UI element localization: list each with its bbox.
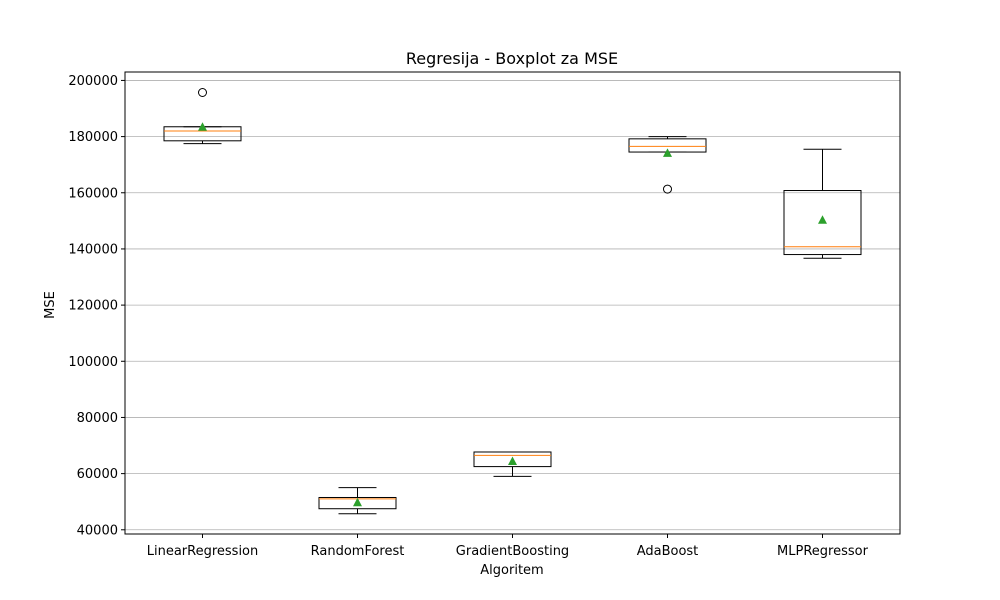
x-tick-label: GradientBoosting: [456, 544, 569, 559]
y-tick-label: 140000: [68, 242, 118, 257]
box-group-AdaBoost: [628, 136, 707, 194]
x-tick-label: AdaBoost: [637, 544, 699, 559]
y-tick-label: 60000: [77, 467, 118, 482]
y-tick-label: 160000: [68, 186, 118, 201]
box-group-MLPRegressor: [783, 148, 862, 259]
y-tick-label: 180000: [68, 130, 118, 145]
y-tick-label: 40000: [77, 523, 118, 538]
y-tick-label: 200000: [68, 74, 118, 89]
iqr-box: [783, 190, 862, 256]
iqr-box: [318, 496, 397, 510]
x-tick-label: LinearRegression: [147, 544, 259, 559]
y-axis-title: MSE: [43, 291, 58, 319]
chart-title: Regresija - Boxplot za MSE: [406, 49, 618, 68]
mean-marker: [198, 122, 207, 131]
box-group-GradientBoosting: [473, 451, 552, 477]
mean-marker: [818, 215, 827, 224]
outlier-point: [663, 184, 672, 194]
y-tick-label: 100000: [68, 355, 118, 370]
x-axis-title: Algoritem: [480, 563, 543, 578]
mean-marker: [663, 148, 672, 157]
boxes-layer: [163, 88, 862, 515]
y-tick-label: 120000: [68, 299, 118, 314]
x-tick-label: RandomForest: [311, 544, 405, 559]
mean-marker: [353, 497, 362, 507]
box-group-LinearRegression: [163, 88, 242, 145]
grid-layer: [125, 80, 900, 531]
iqr-box: [473, 451, 552, 468]
outlier-point: [198, 88, 207, 98]
box-group-RandomForest: [318, 487, 397, 515]
x-tick-label: MLPRegressor: [777, 544, 869, 559]
mean-marker: [508, 456, 517, 465]
ticks-layer: 40000 60000 80000 100000 120000 140000 160000 1…: [68, 74, 868, 559]
y-tick-label: 80000: [77, 411, 118, 426]
